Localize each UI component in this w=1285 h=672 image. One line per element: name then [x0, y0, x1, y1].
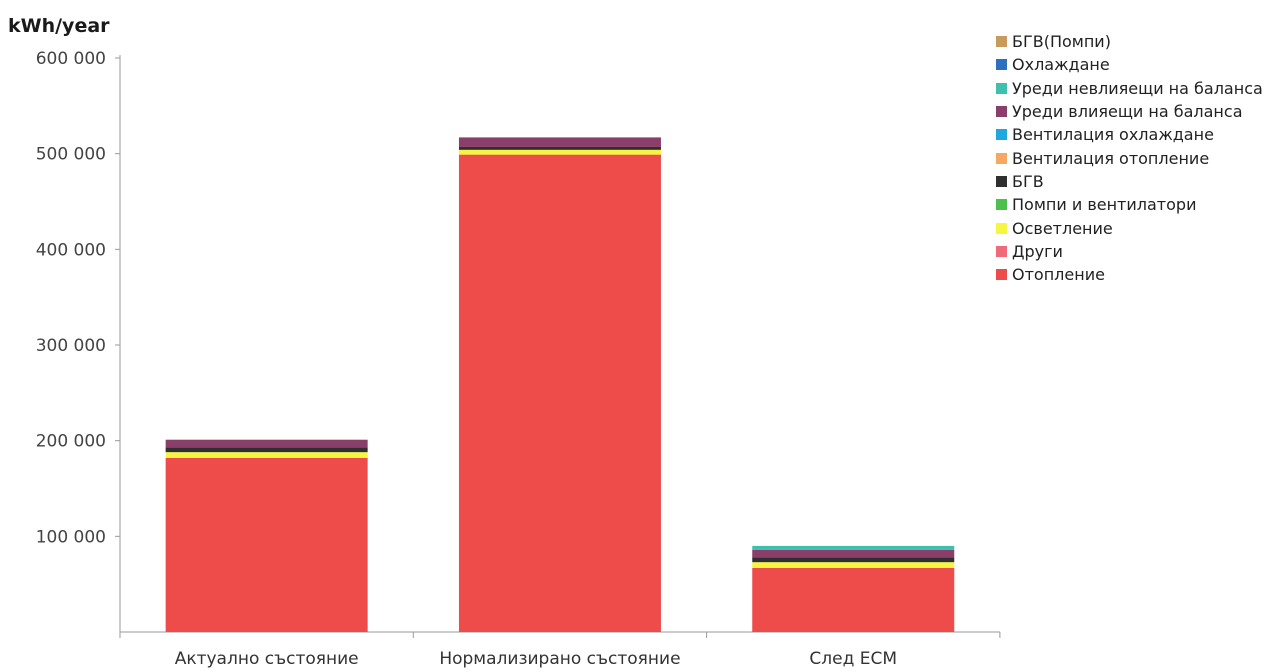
bar-segment — [752, 557, 955, 563]
bar-segment — [458, 137, 661, 147]
legend-swatch — [996, 222, 1007, 234]
legend-swatch — [996, 82, 1007, 94]
y-tick-label: 300 000 — [36, 336, 106, 356]
bar-segment — [165, 457, 368, 632]
legend-item: Помпи и вентилатори — [996, 193, 1263, 216]
legend-item: БГВ(Помпи) — [996, 30, 1263, 53]
legend-item: Вентилация охлаждане — [996, 123, 1263, 146]
legend-label: Уреди невлияещи на баланса — [1012, 78, 1263, 98]
chart-legend: БГВ(Помпи) Охлаждане Уреди невлияещи на ба… — [996, 30, 1263, 286]
y-tick-label: 400 000 — [36, 240, 106, 260]
bar-segment — [752, 545, 955, 550]
legend-label: Отопление — [1012, 265, 1105, 285]
legend-item: Вентилация отопление — [996, 146, 1263, 169]
bar-segment — [752, 549, 955, 558]
bar-segment — [165, 452, 368, 458]
legend-label: Уреди влияещи на баланса — [1012, 102, 1243, 122]
legend-item: Отопление — [996, 263, 1263, 286]
legend-label: Помпи и вентилатори — [1012, 195, 1197, 215]
bar-segment — [458, 154, 661, 632]
legend-swatch — [996, 129, 1007, 141]
legend-swatch — [996, 269, 1007, 281]
bar-segment — [752, 562, 955, 568]
legend-swatch — [996, 152, 1007, 164]
legend-item: Уреди влияещи на баланса — [996, 100, 1263, 123]
legend-item: Други — [996, 240, 1263, 263]
x-tick-label: Нормализирано състояние — [439, 649, 680, 669]
bar-segment — [165, 439, 368, 448]
legend-item: Охлаждане — [996, 53, 1263, 76]
legend-swatch — [996, 199, 1007, 211]
legend-label: БГВ(Помпи) — [1012, 32, 1111, 52]
legend-swatch — [996, 175, 1007, 187]
legend-item: Осветление — [996, 216, 1263, 239]
legend-label: Други — [1012, 241, 1063, 261]
legend-label: Вентилация отопление — [1012, 148, 1210, 168]
legend-swatch — [996, 59, 1007, 71]
legend-label: БГВ — [1012, 171, 1044, 191]
bar-segment — [458, 149, 661, 155]
y-tick-label: 600 000 — [36, 49, 106, 69]
legend-swatch — [996, 245, 1007, 257]
x-tick-label: Актуално състояние — [175, 649, 359, 669]
y-tick-label: 200 000 — [36, 432, 106, 452]
bar-segment — [752, 567, 955, 632]
bar-segment — [165, 447, 368, 453]
bar-segment — [458, 146, 661, 150]
legend-label: Осветление — [1012, 218, 1113, 238]
legend-item: Уреди невлияещи на баланса — [996, 77, 1263, 100]
legend-label: Охлаждане — [1012, 55, 1110, 75]
legend-label: Вентилация охлаждане — [1012, 125, 1214, 145]
x-tick-label: След ЕСМ — [809, 649, 897, 669]
y-tick-label: 100 000 — [36, 527, 106, 547]
y-tick-label: 500 000 — [36, 145, 106, 165]
legend-swatch — [996, 36, 1007, 48]
legend-swatch — [996, 106, 1007, 118]
legend-item: БГВ — [996, 170, 1263, 193]
y-axis-label: kWh/year — [8, 15, 110, 37]
